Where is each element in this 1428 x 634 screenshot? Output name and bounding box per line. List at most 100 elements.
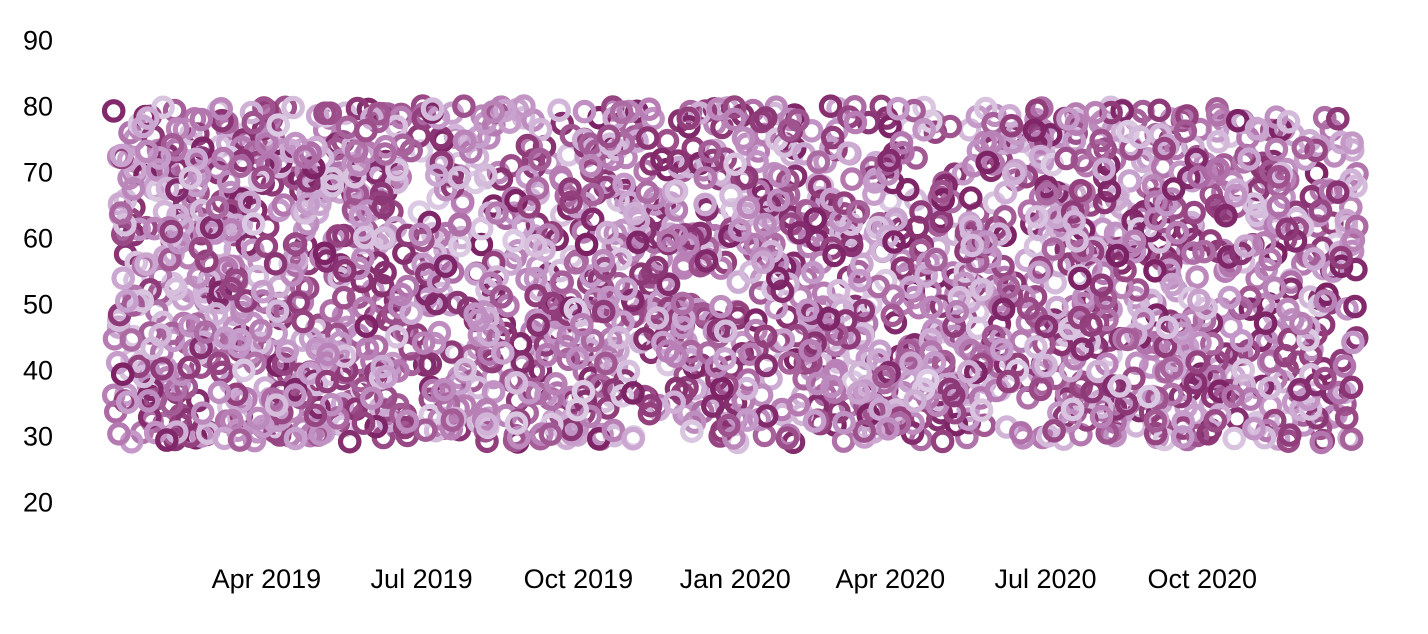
data-point [802, 409, 827, 433]
data-point [188, 236, 213, 261]
data-point [1058, 358, 1083, 383]
data-point [107, 421, 131, 446]
data-point [135, 139, 159, 164]
y-axis-tick-label: 60 [23, 224, 53, 254]
data-point [731, 206, 755, 231]
data-point [1083, 100, 1108, 125]
y-axis-tick-label: 40 [23, 356, 53, 386]
data-point [1329, 130, 1353, 155]
data-point [131, 114, 156, 139]
data-point [929, 179, 954, 204]
data-point [228, 154, 253, 178]
data-point [805, 371, 830, 396]
data-point [283, 232, 308, 256]
data-point [344, 139, 369, 164]
data-point [1130, 149, 1155, 174]
data-point [528, 117, 553, 142]
data-point [912, 118, 936, 142]
data-point [831, 429, 856, 453]
data-point [942, 314, 966, 338]
data-point [1060, 397, 1085, 422]
data-point [447, 213, 472, 237]
data-point [887, 411, 912, 436]
data-point [1143, 258, 1167, 283]
data-point [1181, 241, 1205, 265]
data-point [1329, 245, 1353, 270]
data-point [432, 377, 457, 402]
data-point [919, 295, 944, 320]
data-point [993, 180, 1018, 205]
data-point [1127, 217, 1152, 241]
data-point [1216, 245, 1241, 269]
data-point [991, 297, 1016, 322]
data-point [1116, 119, 1140, 144]
points-layer [101, 94, 1369, 455]
data-point [504, 370, 529, 395]
data-point [820, 374, 844, 399]
data-point [232, 358, 256, 383]
x-axis-tick-label: Apr 2019 [212, 564, 322, 594]
data-point [956, 359, 981, 384]
data-point [1176, 165, 1201, 190]
data-point [1264, 105, 1289, 129]
data-point [515, 133, 540, 158]
data-point [399, 301, 423, 325]
data-point [526, 313, 550, 337]
data-point [490, 341, 515, 365]
data-point [1206, 157, 1231, 181]
data-point [275, 339, 300, 363]
data-point [1171, 409, 1195, 434]
data-point [524, 283, 548, 308]
data-point [1027, 260, 1051, 285]
data-point [693, 166, 718, 190]
data-point [342, 164, 367, 189]
data-point [580, 328, 605, 353]
data-point [1122, 229, 1147, 253]
data-point [160, 133, 185, 157]
y-axis-tick-label: 20 [23, 488, 53, 518]
data-point [862, 182, 886, 206]
data-point [291, 309, 315, 334]
data-point [1313, 366, 1337, 391]
data-point [263, 251, 288, 276]
data-point [1242, 192, 1266, 216]
data-point [1103, 221, 1128, 246]
data-point [924, 247, 948, 272]
data-point [320, 173, 345, 198]
data-point [408, 222, 432, 247]
x-axis-tick-label: Jul 2019 [371, 564, 473, 594]
y-axis-tick-label: 80 [23, 92, 53, 122]
data-point [753, 106, 778, 130]
data-point [422, 331, 447, 356]
data-point [354, 314, 379, 338]
data-point [693, 192, 717, 217]
data-point [1152, 136, 1176, 161]
data-point [1224, 183, 1248, 208]
data-point [746, 179, 771, 203]
data-point [1022, 118, 1047, 143]
data-point [591, 299, 616, 324]
data-point [1097, 179, 1122, 203]
data-point [877, 148, 901, 173]
data-point [1092, 190, 1117, 215]
data-point [942, 324, 967, 348]
data-point [543, 371, 568, 396]
data-point [350, 269, 375, 294]
data-point [999, 113, 1024, 138]
data-point [186, 388, 210, 413]
data-point [1067, 305, 1092, 330]
data-point [1276, 297, 1300, 322]
x-axis-tick-label: Jan 2020 [680, 564, 791, 594]
data-point [481, 100, 505, 124]
data-point [209, 97, 233, 121]
data-point [753, 212, 777, 237]
data-point [1069, 375, 1093, 399]
data-point [373, 142, 397, 166]
data-point [389, 282, 414, 307]
data-point [905, 215, 930, 240]
y-axis: 90 80 70 60 50 40 30 20 [23, 26, 53, 518]
data-point [1024, 335, 1048, 359]
data-point [601, 418, 626, 443]
